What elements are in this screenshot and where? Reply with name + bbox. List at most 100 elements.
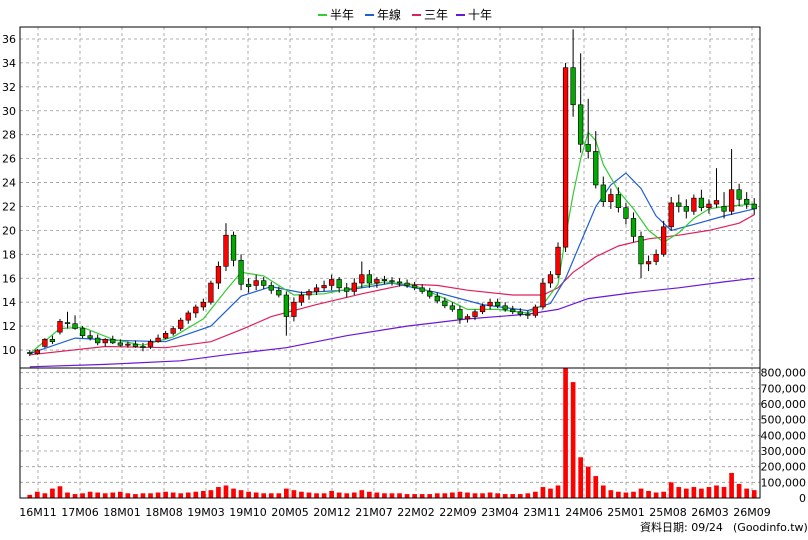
price-y-axis: 10 12 14 16 18 20 22 24 26 28 30 32 34 36 <box>2 33 16 357</box>
candle-body <box>427 291 433 297</box>
volume-bar <box>382 493 387 498</box>
volume-bar <box>193 491 199 498</box>
x-tick-label: 16M11 <box>19 506 57 519</box>
candle-body <box>155 337 161 342</box>
volume-bar <box>457 491 463 498</box>
volume-tick-label: 200,000 <box>761 461 807 474</box>
volume-bar <box>344 493 350 498</box>
volume-bar <box>691 487 697 498</box>
x-tick-label: 25M08 <box>649 506 687 519</box>
candle-body <box>510 309 516 313</box>
candle-body <box>562 67 569 248</box>
candle-body <box>396 281 403 284</box>
volume-bar <box>208 490 214 498</box>
volume-bar <box>65 492 70 498</box>
volume-bar <box>42 493 48 498</box>
x-tick-label: 22M09 <box>439 506 477 519</box>
volume-bar <box>57 486 63 498</box>
price-tick-label: 34 <box>2 57 16 70</box>
candle-body <box>336 279 342 289</box>
volume-bar <box>578 457 583 498</box>
candle-body <box>64 322 71 325</box>
volume-bar <box>117 491 123 498</box>
data-date-label: 資料日期: 09/24 <box>640 520 723 534</box>
candle-body <box>593 151 599 186</box>
volume-bar <box>261 493 267 498</box>
candle-body <box>34 349 40 354</box>
ma-halfyear-line <box>29 131 755 355</box>
candle-body <box>79 328 86 336</box>
volume-bar <box>231 488 236 498</box>
volume-bar <box>268 493 274 498</box>
volume-bar <box>736 483 742 498</box>
volume-grid <box>20 368 760 499</box>
candle-body <box>623 207 629 219</box>
volume-bar <box>751 490 757 498</box>
x-tick-label: 22M02 <box>397 506 435 519</box>
volume-bar <box>676 487 682 498</box>
price-tick-label: 32 <box>2 81 16 94</box>
volume-bar <box>744 488 750 498</box>
volume-bar <box>87 491 93 498</box>
volume-bar <box>555 485 561 498</box>
volume-bar <box>525 493 531 498</box>
volume-bar <box>419 494 425 498</box>
volume-bar <box>714 485 719 498</box>
volume-tick-label: 700,000 <box>761 382 807 395</box>
volume-bar <box>170 492 176 498</box>
volume-bar <box>616 491 621 498</box>
x-tick-label: 25M01 <box>607 506 645 519</box>
volume-bar <box>329 490 334 498</box>
volume-tick-label: 800,000 <box>761 367 807 380</box>
candle-body <box>147 341 154 347</box>
price-tick-label: 30 <box>2 105 16 118</box>
volume-bar <box>668 482 674 498</box>
volume-bar <box>102 493 108 498</box>
volume-bar <box>502 494 508 498</box>
candle-body <box>328 279 335 286</box>
candle-body <box>27 352 33 354</box>
volume-bar <box>133 494 138 498</box>
candle-body <box>698 197 705 208</box>
volume-panel-frame <box>19 367 761 499</box>
volume-bar <box>517 494 523 498</box>
candle-body <box>359 274 365 284</box>
candle-body <box>464 316 471 320</box>
volume-y-axis: 0 100,000 200,000 300,000 400,000 500,000 600,… <box>761 367 807 505</box>
candle-body <box>645 261 652 265</box>
volume-bar <box>397 493 402 498</box>
volume-bar <box>27 494 33 498</box>
volume-tick-label: 500,000 <box>761 414 807 427</box>
candle-body <box>721 206 727 212</box>
candle-body <box>57 321 63 333</box>
volume-bar <box>450 492 455 498</box>
candle-body <box>608 194 614 202</box>
candle-body <box>102 338 108 344</box>
candle-body <box>200 301 206 308</box>
candle-body <box>215 265 222 284</box>
candle-body <box>547 274 554 284</box>
legend-item-10year: 十年 <box>456 8 492 22</box>
price-tick-label: 24 <box>2 177 16 190</box>
volume-bar <box>472 493 478 498</box>
candle-body <box>276 289 282 296</box>
candle-body <box>381 279 388 281</box>
candle-body <box>736 189 742 200</box>
volume-bar <box>389 493 395 498</box>
x-tick-label: 18M08 <box>145 506 183 519</box>
candle-body <box>185 312 191 321</box>
x-tick-label: 23M04 <box>481 506 519 519</box>
volume-bar <box>238 490 244 498</box>
legend-item-halfyear: 半年 <box>318 8 354 22</box>
volume-bar <box>246 491 251 498</box>
candle-body <box>744 198 750 205</box>
candle-body <box>434 295 440 302</box>
candle-body <box>170 328 176 334</box>
volume-bar <box>155 492 161 498</box>
ma-10year-line <box>29 277 755 368</box>
volume-bar <box>427 494 433 498</box>
volume-bar <box>548 488 553 498</box>
x-tick-label: 17M06 <box>61 506 99 519</box>
candle-body <box>653 254 659 262</box>
volume-bar <box>80 493 85 498</box>
